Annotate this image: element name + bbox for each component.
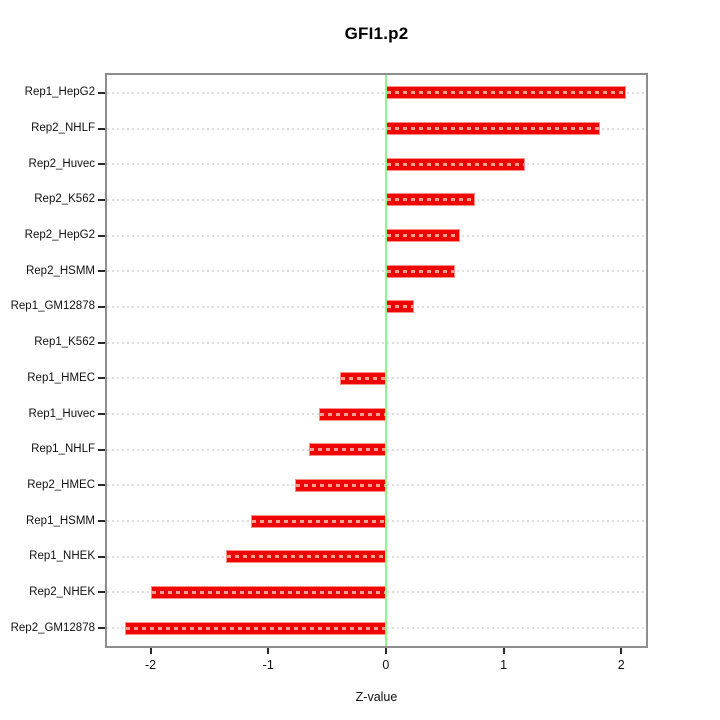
bar-Rep2_HMEC: [295, 478, 386, 492]
y-tick: [98, 127, 105, 130]
zero-reference-line: [384, 75, 387, 646]
y-tick: [98, 520, 105, 523]
y-tick-label-Rep2_K562: Rep2_K562: [34, 193, 95, 206]
bar-Rep1_NHEK: [225, 550, 386, 564]
bar-Rep1_NHLF: [309, 443, 386, 457]
bar-Rep2_Huvec: [385, 157, 525, 171]
y-tick-label-Rep1_K562: Rep1_K562: [34, 336, 95, 349]
y-tick: [98, 448, 105, 451]
y-tick-label-Rep2_HMEC: Rep2_HMEC: [27, 478, 95, 491]
x-tick-label-1: 1: [500, 658, 508, 672]
y-tick: [98, 377, 105, 380]
x-tick: [502, 648, 505, 654]
x-tick: [149, 648, 152, 654]
gridline: [107, 305, 646, 308]
y-tick-label-Rep1_HepG2: Rep1_HepG2: [24, 86, 95, 99]
gridline: [107, 127, 646, 130]
x-tick: [620, 648, 623, 654]
y-tick: [98, 91, 105, 94]
y-tick: [98, 591, 105, 594]
y-tick-label-Rep2_NHEK: Rep2_NHEK: [29, 585, 95, 598]
plot-area: [105, 73, 648, 648]
y-tick: [98, 555, 105, 558]
bar-Rep2_NHEK: [150, 585, 386, 599]
bar-Rep1_HMEC: [340, 371, 386, 385]
bar-Rep1_HepG2: [385, 86, 626, 100]
x-tick-label-0: 0: [382, 658, 390, 672]
y-tick: [98, 627, 105, 630]
y-tick-label-Rep1_GM12878: Rep1_GM12878: [10, 300, 95, 313]
x-axis-label: Z-value: [355, 690, 398, 704]
y-tick: [98, 484, 105, 487]
y-tick-label-Rep1_HMEC: Rep1_HMEC: [27, 371, 95, 384]
bar-Rep2_GM12878: [124, 621, 386, 635]
x-tick-label--2: -2: [144, 658, 157, 672]
bar-Rep2_HSMM: [385, 264, 456, 278]
x-tick-label--1: -1: [262, 658, 274, 672]
bar-Rep1_Huvec: [318, 407, 386, 421]
y-tick: [98, 198, 105, 201]
y-tick-label-Rep2_HepG2: Rep2_HepG2: [24, 229, 95, 242]
bar-Rep2_NHLF: [385, 122, 601, 136]
y-tick-label-Rep1_NHLF: Rep1_NHLF: [31, 443, 95, 456]
y-tick: [98, 270, 105, 273]
y-tick: [98, 234, 105, 237]
chart-title: GFI1.p2: [344, 24, 409, 43]
x-tick: [267, 648, 270, 654]
bar-Rep2_K562: [385, 193, 476, 207]
bar-Rep1_GM12878: [385, 300, 415, 314]
y-tick: [98, 163, 105, 166]
y-tick: [98, 305, 105, 308]
y-tick-label-Rep1_Huvec: Rep1_Huvec: [28, 407, 95, 420]
gridline: [107, 163, 646, 166]
y-tick-label-Rep2_Huvec: Rep2_Huvec: [28, 157, 95, 170]
x-tick: [384, 648, 387, 654]
y-tick-label-Rep2_NHLF: Rep2_NHLF: [31, 122, 95, 135]
y-tick-label-Rep1_HSMM: Rep1_HSMM: [25, 514, 95, 527]
gridline: [107, 198, 646, 201]
y-tick-label-Rep2_HSMM: Rep2_HSMM: [25, 264, 95, 277]
y-tick-label-Rep2_GM12878: Rep2_GM12878: [10, 621, 95, 634]
gridline: [107, 341, 646, 344]
y-tick-label-Rep1_NHEK: Rep1_NHEK: [29, 550, 95, 563]
bar-Rep2_HepG2: [385, 229, 461, 243]
gridline: [107, 234, 646, 237]
gridline: [107, 91, 646, 94]
y-tick: [98, 413, 105, 416]
gridline: [107, 270, 646, 273]
bar-Rep1_HSMM: [250, 514, 386, 528]
y-tick: [98, 341, 105, 344]
x-tick-label-2: 2: [617, 658, 625, 672]
